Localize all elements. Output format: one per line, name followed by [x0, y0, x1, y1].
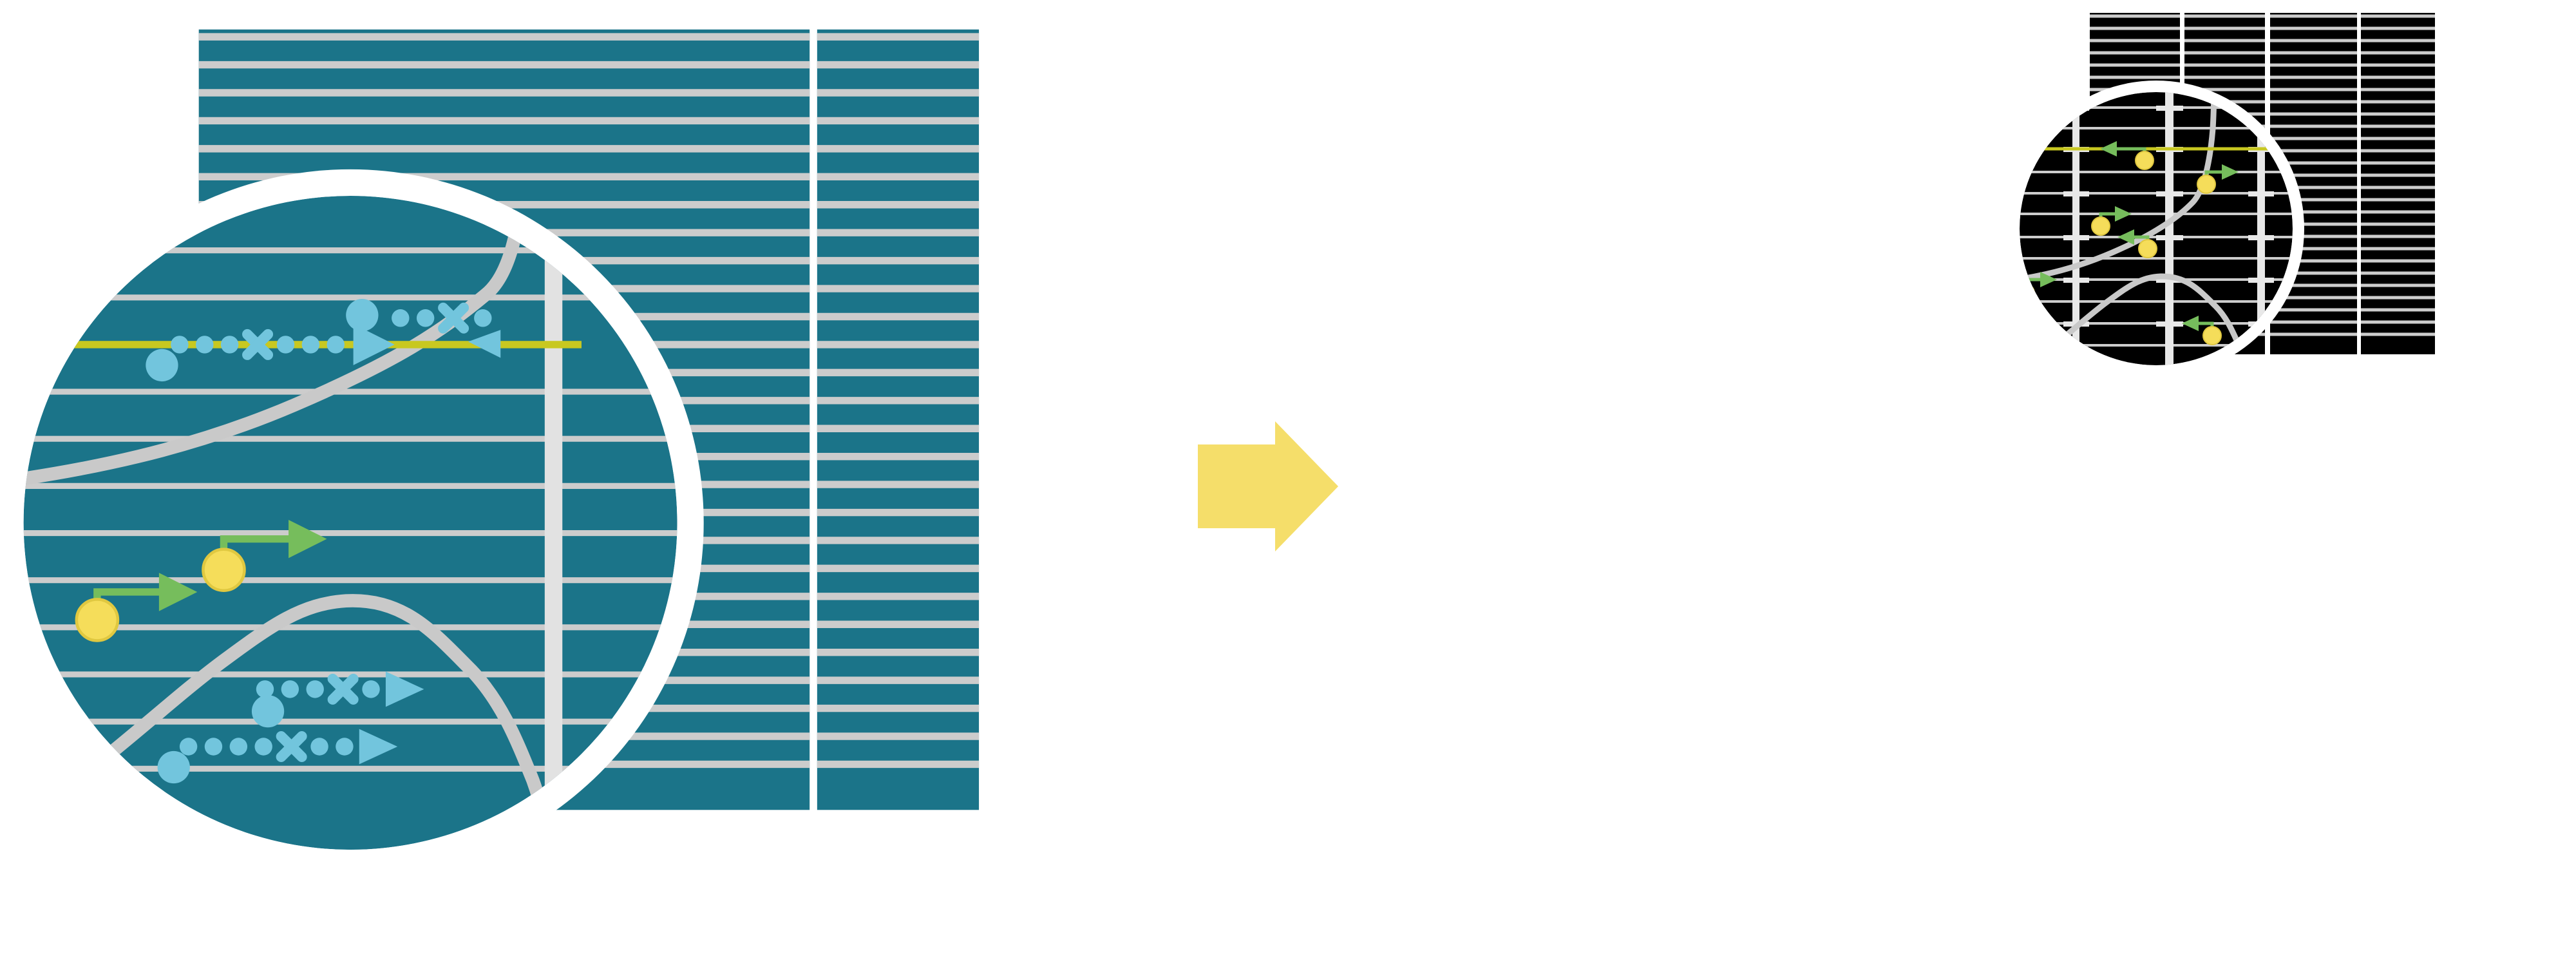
- transition-arrow: [1198, 412, 1340, 560]
- yellow-marker-dot: [2138, 239, 2157, 258]
- green-arrow-yellow-dot-6: [2182, 316, 2222, 345]
- yellow-marker-dot: [2135, 151, 2154, 170]
- green-arrow-yellow-dot-1: [202, 519, 327, 592]
- blue-dotted-arrow-low1: [251, 671, 424, 728]
- green-arrow-yellow-dot-4: [2117, 229, 2157, 258]
- yellow-marker-dot: [2091, 216, 2110, 236]
- green-arrow-yellow-dot-2: [75, 573, 198, 642]
- right-figure-svg: [2014, 13, 2435, 371]
- blue-dotted-arrow-low2: [157, 729, 398, 784]
- yellow-marker-dot: [2202, 326, 2222, 345]
- lower-terrain-curve: [23, 594, 553, 850]
- green-arrow-yellow-dot-3: [2091, 206, 2132, 236]
- yellow-marker-dot: [75, 598, 120, 642]
- yellow-marker-dot: [2197, 175, 2216, 194]
- magnified-vertical-seams: [2072, 92, 2265, 365]
- blue-dotted-arrow-mid: [146, 323, 395, 382]
- right-figure-black: [1417, 0, 2576, 974]
- stripe-column-3: [2270, 13, 2357, 354]
- magnified-column-seam: [544, 196, 563, 850]
- right-arrow-icon: [1198, 421, 1338, 551]
- blue-dotted-arrow-top: [346, 299, 501, 358]
- stripe-column-4: [2361, 13, 2435, 354]
- stripe-column-2: [817, 29, 980, 810]
- green-arrow-yellow-dot-1: [2100, 141, 2154, 170]
- left-figure-teal: [0, 0, 1127, 974]
- upper-terrain-curve: [23, 196, 531, 493]
- magnifier-content: [23, 196, 677, 850]
- green-arrow-yellow-dot-2: [2197, 164, 2239, 194]
- left-figure-svg: [10, 29, 980, 863]
- yellow-marker-dot: [202, 548, 246, 592]
- upper-terrain-curve: [2020, 92, 2217, 285]
